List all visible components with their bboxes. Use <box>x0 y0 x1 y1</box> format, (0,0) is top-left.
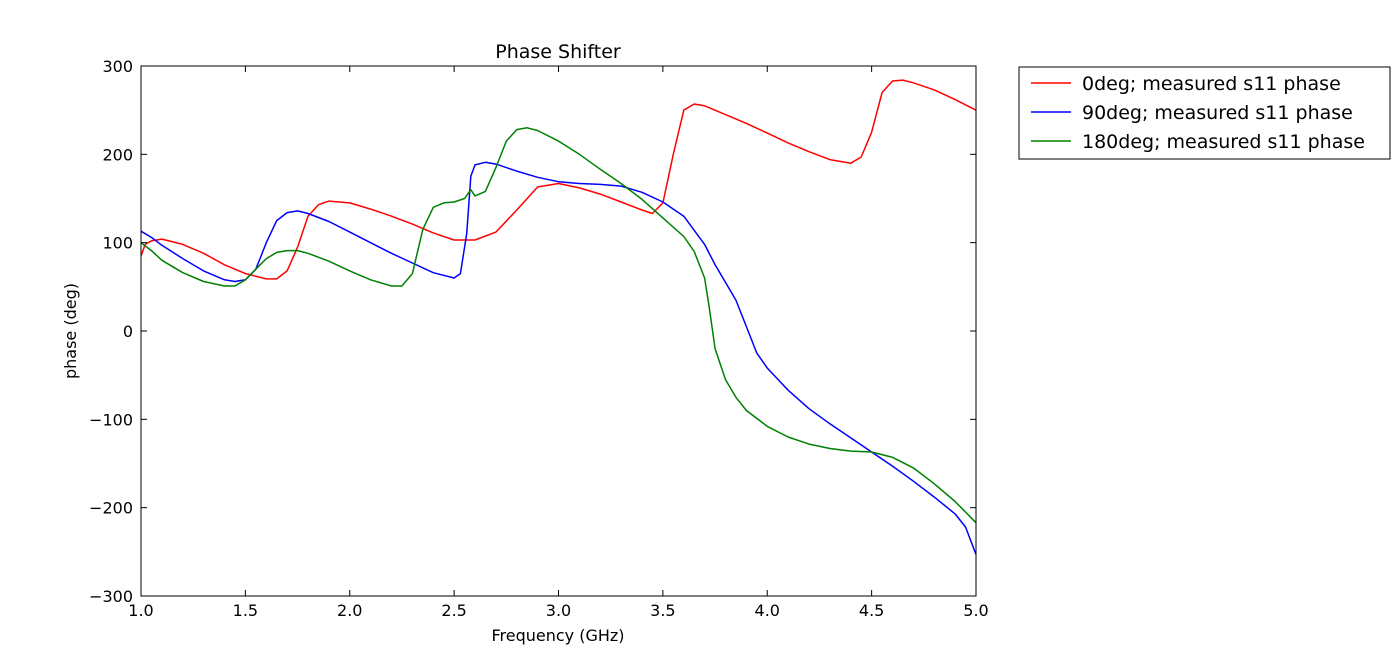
plot-lines <box>140 79 977 555</box>
x-tick-label: 3.0 <box>546 601 571 620</box>
y-axis-label: phase (deg) <box>61 283 80 379</box>
x-tick-label: 3.5 <box>650 601 675 620</box>
y-tick-label: 0 <box>123 322 133 341</box>
legend-label-2: 180deg; measured s11 phase <box>1082 131 1365 153</box>
series-line-1 <box>140 161 977 555</box>
y-tick-label: −100 <box>89 410 133 429</box>
legend-label-0: 0deg; measured s11 phase <box>1082 73 1341 95</box>
axis-ticks: 1.0 1.5 2.0 2.5 3.0 3.5 4.0 4.5 5.0 300 200 100 0 −10… <box>89 57 989 620</box>
y-tick-label: −200 <box>89 499 133 518</box>
legend-label-1: 90deg; measured s11 phase <box>1082 102 1353 124</box>
y-tick-label: 100 <box>102 234 133 253</box>
legend: 0deg; measured s11 phase 90deg; measured … <box>1018 66 1391 160</box>
y-tick-label: 200 <box>102 145 133 164</box>
x-tick-label: 1.0 <box>128 601 153 620</box>
series-line-0 <box>140 79 977 280</box>
x-tick-label: 5.0 <box>963 601 988 620</box>
series-line-2 <box>140 127 977 524</box>
x-tick-label: 2.5 <box>441 601 466 620</box>
x-tick-label: 2.0 <box>337 601 362 620</box>
x-axis-label: Frequency (GHz) <box>491 626 624 645</box>
x-tick-label: 1.5 <box>233 601 258 620</box>
plot-frame <box>140 65 977 597</box>
x-tick-label: 4.0 <box>755 601 780 620</box>
legend-box <box>1018 66 1391 160</box>
chart-title: Phase Shifter <box>495 41 621 63</box>
y-tick-label: −300 <box>89 587 133 606</box>
y-tick-label: 300 <box>102 57 133 76</box>
x-tick-label: 4.5 <box>859 601 884 620</box>
